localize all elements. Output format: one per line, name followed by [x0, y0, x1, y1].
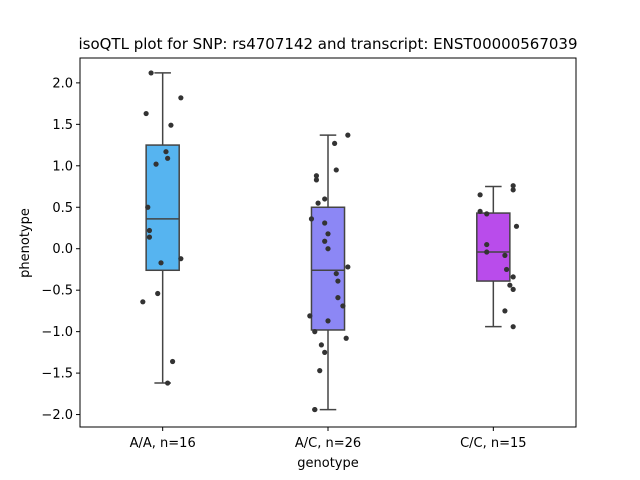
- y-tick-label: 0.0: [52, 242, 73, 257]
- data-point: [153, 161, 159, 167]
- data-point: [322, 238, 328, 244]
- data-point: [146, 234, 153, 240]
- box: [310, 206, 346, 331]
- data-point: [308, 216, 315, 222]
- y-axis-label: phenotype: [18, 208, 33, 278]
- data-point: [335, 295, 341, 301]
- data-point: [318, 342, 324, 348]
- data-point: [513, 223, 520, 229]
- data-point: [165, 380, 171, 386]
- y-tick-label: −1.0: [41, 325, 73, 340]
- data-point: [502, 308, 508, 314]
- data-point: [503, 266, 510, 273]
- data-point: [165, 155, 171, 161]
- data-point: [140, 299, 146, 305]
- points-group-0: [140, 70, 184, 386]
- data-point: [333, 167, 339, 173]
- points-group-1: [307, 132, 351, 413]
- data-point: [317, 368, 323, 374]
- data-point: [332, 140, 338, 147]
- data-point: [169, 358, 176, 365]
- data-point: [313, 177, 320, 183]
- y-tick-label: 2.0: [52, 76, 73, 91]
- data-point: [345, 264, 351, 270]
- data-point: [143, 110, 149, 117]
- x-tick-label: A/A, n=16: [130, 436, 196, 451]
- data-point: [322, 220, 328, 226]
- box: [145, 144, 180, 272]
- data-point: [345, 132, 351, 138]
- data-point: [510, 324, 516, 330]
- chart-title: isoQTL plot for SNP: rs4707142 and trans…: [78, 35, 577, 53]
- y-axis: 2.0 1.5 1.0 0.5 0.0 −0.5 −1.0 −1.5 −2.0: [41, 76, 80, 423]
- data-point: [168, 122, 174, 128]
- box-group-0: [145, 72, 180, 384]
- data-point: [484, 241, 490, 248]
- data-point: [178, 95, 184, 101]
- y-tick-label: 1.0: [52, 159, 73, 174]
- data-point: [484, 211, 490, 217]
- data-point: [325, 246, 331, 252]
- data-point: [155, 290, 161, 297]
- data-point: [148, 70, 154, 76]
- data-point: [325, 231, 331, 237]
- data-point: [145, 204, 151, 210]
- data-point: [163, 149, 169, 155]
- data-point: [477, 208, 483, 215]
- x-axis-label: genotype: [297, 456, 358, 471]
- data-point: [477, 192, 483, 198]
- data-point: [312, 329, 318, 335]
- data-point: [322, 196, 328, 202]
- data-point: [312, 406, 318, 413]
- points-group-2: [477, 183, 520, 330]
- y-tick-label: 1.5: [52, 118, 73, 133]
- data-point: [325, 318, 331, 324]
- data-point: [322, 349, 328, 355]
- data-point: [510, 183, 516, 189]
- y-tick-label: −2.0: [41, 408, 73, 423]
- x-axis: A/A, n=16 A/C, n=26 C/C, n=15: [130, 427, 527, 451]
- data-point: [178, 256, 184, 262]
- data-point: [158, 260, 164, 266]
- x-tick-label: C/C, n=15: [460, 436, 526, 451]
- y-tick-label: −0.5: [41, 284, 73, 299]
- data-point: [510, 187, 516, 193]
- data-point: [484, 249, 490, 255]
- data-point: [340, 303, 346, 309]
- data-point: [335, 278, 341, 284]
- data-point: [510, 286, 516, 292]
- data-point: [507, 282, 513, 288]
- box-group-1: [310, 134, 346, 411]
- data-point: [146, 227, 153, 234]
- data-point: [315, 200, 321, 206]
- x-tick-label: A/C, n=26: [295, 436, 361, 451]
- y-tick-label: −1.5: [41, 367, 73, 382]
- data-point: [343, 335, 349, 341]
- data-point: [502, 252, 508, 258]
- y-tick-label: 0.5: [52, 201, 73, 216]
- plot-area: [140, 70, 520, 413]
- data-point: [510, 274, 516, 280]
- data-point: [333, 270, 339, 277]
- data-point: [313, 173, 320, 179]
- data-point: [307, 313, 313, 319]
